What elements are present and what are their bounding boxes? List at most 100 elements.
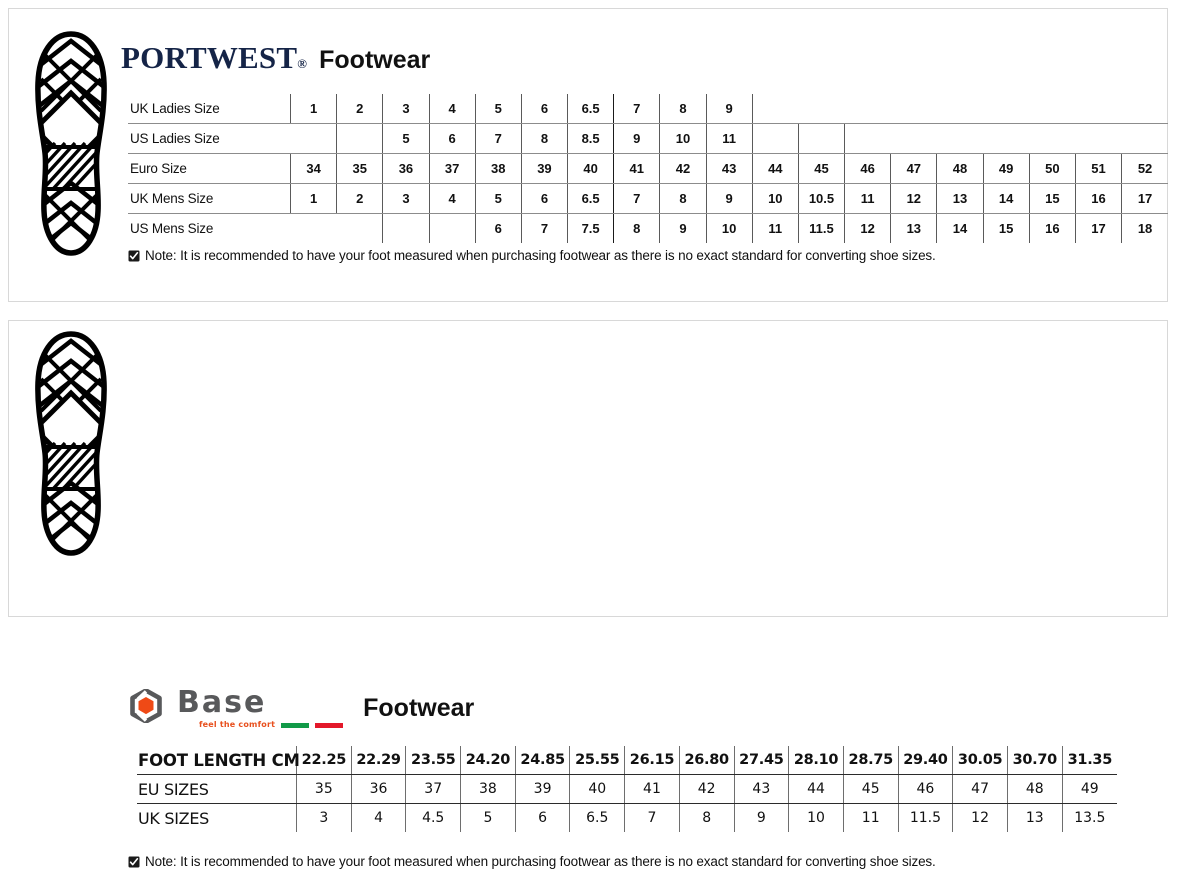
cell: 5 (474, 183, 522, 214)
cell (382, 213, 430, 243)
cell: 6.5 (569, 803, 625, 832)
cell: 31.35 (1061, 746, 1117, 775)
cell: 11 (842, 803, 899, 832)
cell: 6 (474, 213, 522, 243)
size-chart-page: PORTWEST® Footwear UK Ladies Size 1 2 3 … (8, 8, 1168, 869)
cell (890, 123, 937, 154)
cell: 44 (788, 774, 844, 804)
cell: 14 (936, 213, 984, 243)
base-tagline-row: feel the comfort (177, 721, 344, 729)
cell: 14 (982, 183, 1030, 214)
cell: 36 (350, 774, 406, 804)
cell: 8.5 (567, 123, 614, 154)
portwest-note: Note: It is recommended to have your foo… (128, 248, 936, 263)
base-wordmark: Base feel the comfort (177, 688, 344, 729)
cell: 26.15 (624, 746, 680, 775)
table-row: UK SIZES 3 4 4.5 5 6 6.5 7 8 9 10 11 11.… (137, 803, 1117, 832)
cell: 15 (982, 213, 1030, 243)
cell: 4 (350, 803, 406, 832)
cell: 28.75 (842, 746, 899, 775)
cell: 17 (1121, 183, 1168, 214)
check-box-icon (128, 856, 140, 868)
cell (428, 213, 476, 243)
cell: 4 (428, 94, 476, 124)
cell (890, 94, 937, 124)
cell: 10.5 (797, 183, 845, 214)
portwest-panel: PORTWEST® Footwear UK Ladies Size 1 2 3 … (8, 8, 1168, 302)
base-category-title: Footwear (363, 694, 475, 722)
row-label-foot-length: FOOT LENGTH CM (137, 746, 300, 775)
base-panel: Base feel the comfort Footwear FOOT LENG… (8, 320, 1168, 869)
cell: 1 (289, 183, 337, 214)
cell: 2 (336, 94, 383, 124)
cell: 45 (797, 153, 845, 184)
cell: 7 (474, 123, 522, 154)
cell: 13 (936, 183, 984, 214)
cell: 16 (1074, 183, 1122, 214)
cell: 43 (733, 774, 789, 804)
cell: 46 (844, 153, 891, 184)
cell: 34 (289, 153, 337, 184)
cell: 5 (474, 94, 522, 124)
base-brand-header: Base feel the comfort Footwear (129, 688, 474, 729)
cell: 9 (733, 803, 789, 832)
cell: 8 (520, 123, 568, 154)
cell: 17 (1074, 213, 1122, 243)
cell: 6 (514, 803, 570, 832)
cell: 30.05 (952, 746, 1008, 775)
cell: 2 (336, 183, 383, 214)
cell: 24.85 (514, 746, 570, 775)
portwest-logo: PORTWEST® (121, 42, 307, 73)
check-box-icon (128, 250, 140, 262)
portwest-note-text: Note: It is recommended to have your foo… (145, 248, 936, 263)
cell: 13 (1006, 803, 1063, 832)
cell (936, 123, 984, 154)
cell: 28.10 (788, 746, 844, 775)
cell (291, 214, 337, 244)
cell: 37 (405, 774, 461, 804)
cell: 9 (705, 94, 753, 124)
table-row: UK Ladies Size 1 2 3 4 5 6 6.5 7 8 9 (128, 94, 1168, 124)
cell (751, 123, 799, 154)
cell: 7.5 (567, 213, 614, 243)
cell: 12 (844, 213, 891, 243)
cell: 22.29 (350, 746, 406, 775)
cell: 9 (659, 213, 707, 243)
cell: 10 (788, 803, 844, 832)
cell (1075, 94, 1122, 124)
cell: 40 (569, 774, 625, 804)
cell (1029, 123, 1076, 154)
portwest-category-title: Footwear (319, 46, 431, 74)
shoe-sole-tread-icon (31, 31, 111, 261)
cell: 51 (1074, 153, 1122, 184)
cell: 3 (296, 803, 352, 832)
row-label-euro: Euro Size (128, 153, 291, 184)
cell: 22.25 (296, 746, 352, 775)
cell: 1 (289, 94, 337, 124)
cell: 38 (460, 774, 516, 804)
cell: 4.5 (405, 803, 461, 832)
cell: 7 (624, 803, 680, 832)
cell: 48 (1006, 774, 1063, 804)
cell (983, 94, 1030, 124)
cell: 52 (1121, 153, 1168, 184)
cell: 41 (624, 774, 680, 804)
cell: 36 (382, 153, 430, 184)
cell: 46 (897, 774, 953, 804)
cell (751, 94, 799, 124)
table-row: US Mens Size 6 7 7.5 8 9 10 11 11.5 12 (128, 213, 1168, 244)
cell: 25.55 (569, 746, 625, 775)
cell: 8 (613, 213, 660, 243)
cell: 50 (1028, 153, 1076, 184)
shoe-sole-tread-icon (31, 331, 111, 561)
cell: 49 (1061, 774, 1117, 804)
cell: 5 (382, 123, 430, 154)
cell: 10 (705, 213, 753, 243)
table-row: US Ladies Size 5 6 7 8 8.5 9 10 11 (128, 123, 1168, 154)
row-label-us-mens: US Mens Size (130, 221, 214, 236)
cell: 11 (705, 123, 753, 154)
cell (797, 123, 845, 154)
cell: 11.5 (797, 213, 845, 243)
base-size-table: FOOT LENGTH CM 22.25 22.29 23.55 24.20 2… (137, 746, 1117, 832)
cell: 12 (952, 803, 1008, 832)
